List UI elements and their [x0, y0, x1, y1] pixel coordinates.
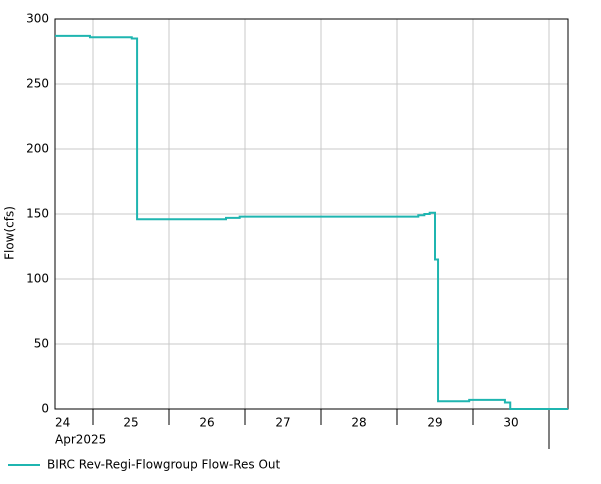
x-tick-label: 24: [55, 416, 70, 430]
x-tick-label: 27: [275, 416, 290, 430]
x-tick-label: 28: [351, 416, 366, 430]
plot-frame: [54, 18, 569, 410]
y-tick-label: 0: [41, 402, 49, 416]
y-tick-label: 200: [26, 142, 49, 156]
y-axis-label: Flow(cfs): [3, 206, 17, 260]
x-tick-label: 26: [199, 416, 214, 430]
series-line: [55, 34, 568, 410]
y-tick-label: 150: [26, 207, 49, 221]
y-tick-label: 250: [26, 77, 49, 91]
y-tick-label: 100: [26, 272, 49, 286]
x-axis-label: Apr2025: [55, 433, 106, 447]
y-tick-label: 50: [34, 337, 49, 351]
x-tick-label: 29: [427, 416, 442, 430]
x-tick-label: 30: [503, 416, 518, 430]
x-tick-label: 25: [123, 416, 138, 430]
legend-label: BIRC Rev-Regi-Flowgroup Flow-Res Out: [47, 458, 281, 472]
y-tick-label: 300: [26, 12, 49, 26]
